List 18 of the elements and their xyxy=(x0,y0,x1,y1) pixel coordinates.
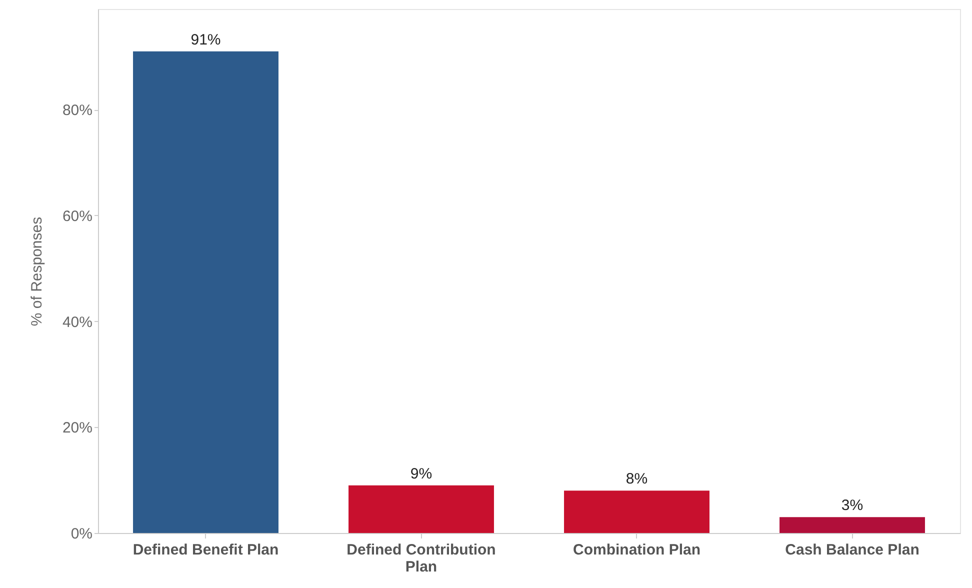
bar xyxy=(133,51,278,533)
x-tick-label: Defined Contribution Plan xyxy=(346,542,496,576)
y-tick-label: 80% xyxy=(62,102,92,120)
bar xyxy=(564,490,710,533)
y-tick-label: 20% xyxy=(62,420,92,437)
x-tick-label: Defined Benefit Plan xyxy=(132,542,279,558)
x-tick-label: Cash Balance Plan xyxy=(785,542,920,558)
y-axis-title: % of Responses xyxy=(28,216,46,326)
y-tick-label: 60% xyxy=(62,208,92,225)
bar xyxy=(780,517,925,533)
bar xyxy=(348,485,494,533)
data-label: 8% xyxy=(626,470,648,488)
data-label: 91% xyxy=(190,31,221,48)
data-label: 9% xyxy=(410,465,432,482)
data-label: 3% xyxy=(841,497,864,514)
y-tick-label: 0% xyxy=(70,526,92,542)
x-tick-label: Combination Plan xyxy=(573,542,700,558)
y-tick-label: 40% xyxy=(62,314,92,331)
